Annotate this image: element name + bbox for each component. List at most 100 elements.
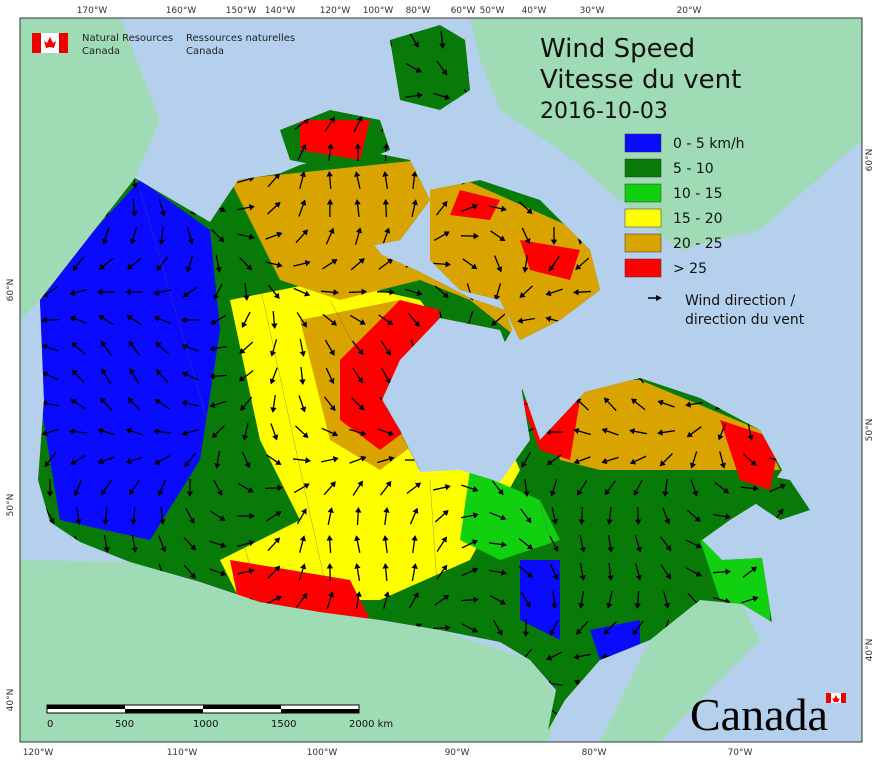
wind-arrow (356, 510, 359, 526)
wind-arrow (266, 203, 279, 215)
wind-arrow (660, 536, 670, 549)
wind-arrow (265, 233, 280, 240)
longitude-label: 100°W (307, 748, 338, 758)
wind-arrow (104, 506, 108, 522)
wind-arrowhead (41, 430, 48, 437)
wind-arrowhead (276, 261, 283, 268)
wind-arrowhead (383, 143, 390, 149)
wind-arrowhead (100, 340, 107, 347)
wind-arrow (75, 479, 83, 494)
wind-arrowhead (441, 200, 448, 208)
wind-arrow (131, 535, 136, 550)
wind-arrowhead (382, 171, 389, 177)
wind-arrow (605, 621, 617, 633)
wind-arrowhead (526, 571, 533, 578)
wind-arrowhead (526, 208, 533, 215)
zone (540, 380, 780, 470)
wind-arrow (296, 595, 306, 608)
wind-arrowhead (548, 265, 555, 272)
wind-arrow (521, 285, 534, 297)
wind-arrow (635, 563, 641, 578)
wind-arrowhead (153, 428, 159, 435)
wind-arrowhead (303, 483, 310, 489)
wind-arrow (45, 286, 58, 296)
wind-arrow (44, 402, 59, 407)
longitude-label: 30°W (580, 6, 605, 16)
wind-arrow (688, 402, 703, 406)
wind-arrowhead (244, 462, 251, 469)
wind-arrowhead (304, 290, 311, 297)
wind-arrowhead (601, 427, 608, 434)
wind-arrow (213, 314, 227, 324)
wind-arrowhead (413, 592, 419, 599)
wind-arrow (356, 174, 361, 189)
wind-arrow (384, 566, 388, 582)
wind-arrow (130, 480, 140, 493)
wind-arrow (213, 425, 225, 437)
wind-arrow (299, 339, 304, 354)
wind-arrow (44, 318, 60, 321)
wind-arrow (490, 230, 503, 240)
wind-arrow (325, 230, 333, 245)
wind-arrow (662, 507, 669, 522)
wind-arrow (328, 174, 332, 190)
wind-arrowhead (358, 404, 365, 411)
wind-arrowhead (383, 507, 390, 513)
wind-arrow (210, 510, 223, 520)
wind-arrowhead (44, 460, 51, 468)
wind-arrowhead (384, 377, 391, 384)
flag-bar (32, 33, 41, 53)
wind-arrow (76, 506, 80, 522)
wind-arrowhead (248, 204, 255, 211)
wind-arrow (524, 255, 529, 270)
wind-arrow (660, 401, 675, 408)
wind-arrowhead (523, 491, 530, 497)
wind-arrow (156, 454, 171, 464)
wind-arrowhead (98, 315, 105, 321)
wind-arrow (461, 569, 476, 577)
wind-arrow (156, 317, 171, 324)
wind-arrowhead (131, 547, 138, 553)
wind-arrow (433, 486, 448, 491)
wind-arrowhead (573, 427, 580, 435)
legend-label: direction du vent (685, 312, 805, 328)
wind-arrow (467, 311, 474, 326)
wind-arrow (405, 288, 420, 295)
wind-arrow (436, 539, 446, 552)
wind-arrow (434, 596, 447, 606)
latitude-label: 40°N (6, 689, 16, 712)
wind-arrow (685, 539, 700, 547)
wind-arrow (378, 260, 391, 270)
wind-arrowhead (70, 399, 77, 405)
wind-arrow (632, 430, 647, 435)
wind-arrowhead (182, 291, 189, 298)
wind-arrow (608, 591, 613, 606)
wind-arrowhead (382, 199, 389, 205)
zone (400, 30, 470, 100)
wind-arrowhead (71, 342, 78, 348)
wind-arrowhead (603, 397, 610, 404)
wind-arrowhead (69, 289, 76, 296)
wind-arrowhead (328, 377, 335, 385)
wind-arrowhead (722, 487, 730, 494)
wind-arrow (242, 311, 251, 326)
wind-arrow (409, 510, 417, 525)
wind-arrow (713, 597, 728, 603)
wind-arrow (128, 429, 143, 436)
wind-arrowhead (125, 458, 132, 465)
wind-arrowhead (329, 404, 336, 412)
wind-arrow (383, 594, 388, 609)
wind-arrow (186, 452, 197, 465)
usa (20, 560, 560, 742)
wind-arrowhead (521, 461, 527, 468)
wind-arrowhead (128, 489, 135, 496)
wind-arrow (608, 562, 612, 578)
wind-arrow (241, 451, 249, 466)
legend-swatch (624, 258, 662, 278)
wind-arrow (128, 456, 143, 463)
wind-arrowhead (664, 518, 671, 525)
wind-arrowhead (159, 210, 167, 217)
wind-arrow (407, 312, 418, 325)
wind-arrowhead (519, 292, 526, 299)
wind-arrowhead (190, 544, 197, 551)
